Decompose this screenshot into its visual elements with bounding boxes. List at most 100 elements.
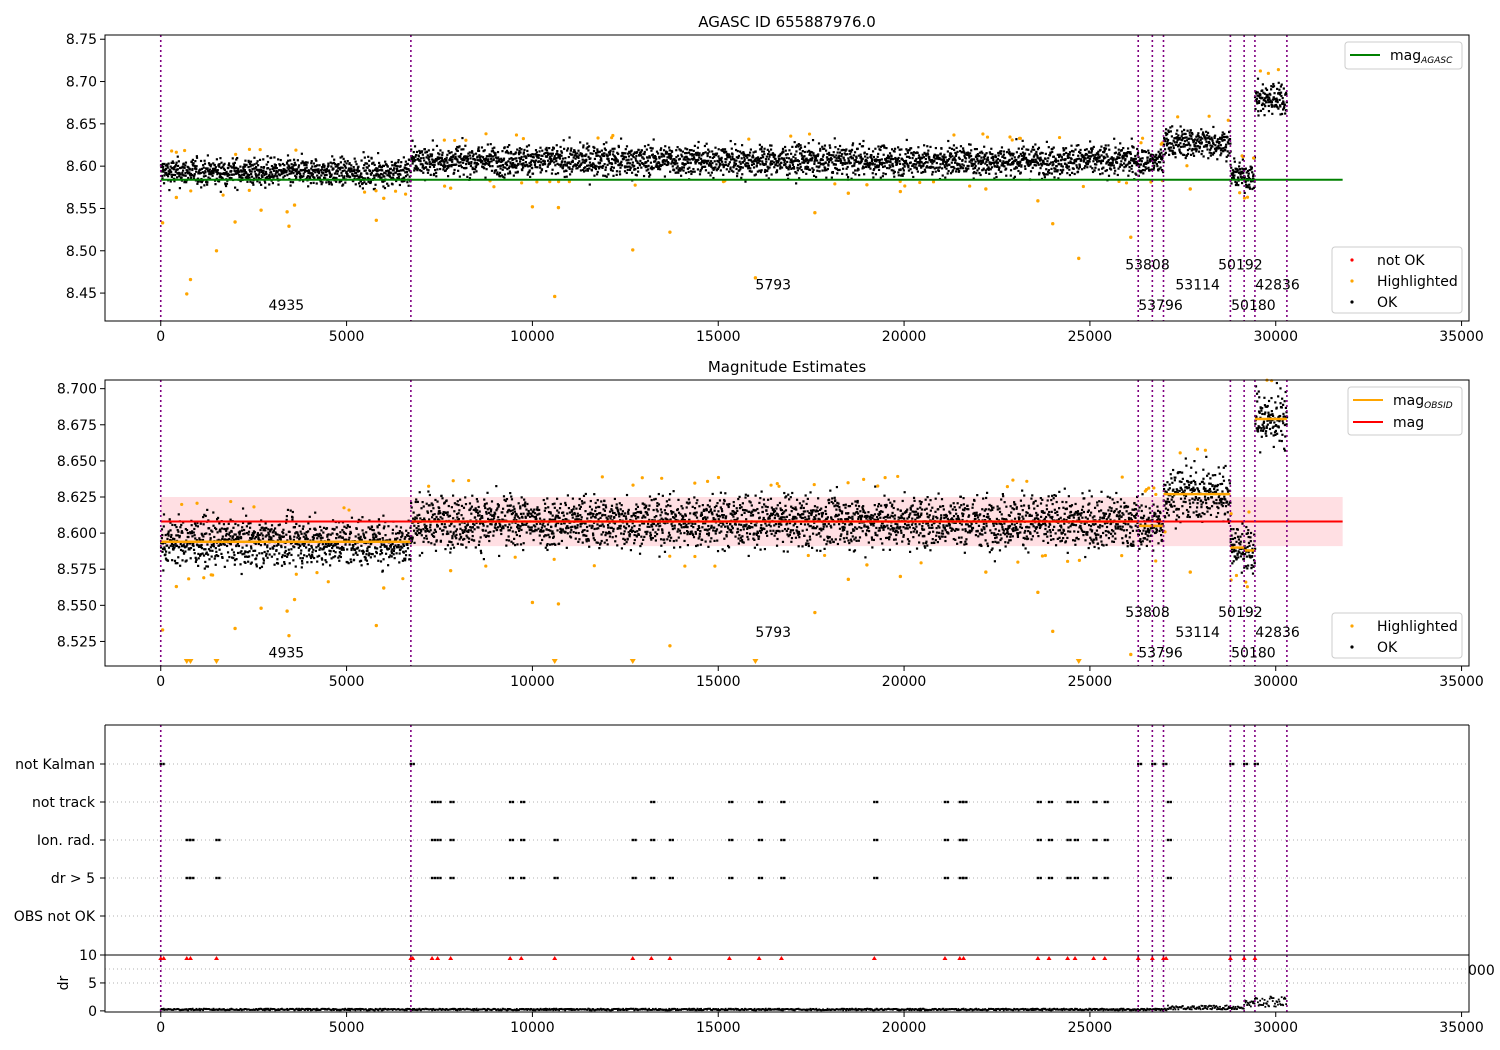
data-point: [197, 177, 200, 180]
data-point: [1198, 141, 1202, 145]
data-point: [1060, 171, 1064, 174]
data-point: [1039, 162, 1043, 165]
data-point: [234, 533, 237, 536]
data-point: [1193, 144, 1196, 148]
data-point: [1062, 168, 1065, 171]
data-point: [252, 549, 255, 553]
data-point: [1272, 82, 1275, 86]
data-point: [412, 151, 415, 154]
data-point: [845, 173, 848, 176]
data-point: [429, 173, 432, 176]
data-point: [863, 173, 866, 176]
data-point: [1226, 150, 1229, 153]
data-point: [817, 142, 821, 145]
data-point: [207, 548, 211, 551]
data-point: [532, 153, 535, 156]
data-point: [195, 156, 199, 159]
data-point: [1096, 157, 1099, 160]
data-point: [209, 546, 212, 549]
data-point: [598, 167, 601, 170]
data-point: [312, 169, 315, 173]
data-point: [254, 174, 258, 177]
data-point: [203, 162, 207, 165]
data-point: [718, 157, 721, 160]
data-point: [1035, 150, 1038, 154]
data-point: [985, 152, 988, 155]
data-point: [414, 153, 418, 157]
highlighted-point: [484, 132, 488, 136]
data-point: [1105, 169, 1108, 172]
data-point: [821, 158, 824, 162]
data-point: [275, 167, 278, 170]
data-point: [160, 174, 164, 178]
data-point: [216, 516, 220, 520]
data-point: [386, 165, 389, 168]
data-point: [290, 163, 293, 166]
data-point: [949, 156, 952, 159]
data-point: [403, 176, 406, 179]
data-point: [203, 532, 206, 536]
data-point: [1086, 160, 1089, 163]
data-point: [514, 152, 517, 155]
data-point: [1121, 155, 1124, 158]
data-point: [228, 173, 231, 176]
data-point: [886, 166, 889, 170]
data-point: [1052, 146, 1055, 149]
data-point: [1164, 128, 1168, 131]
data-point: [412, 157, 416, 160]
data-point: [820, 162, 824, 165]
data-point: [1084, 157, 1087, 160]
data-point: [180, 530, 184, 533]
data-point: [264, 554, 268, 557]
data-point: [816, 169, 819, 172]
data-point: [733, 158, 736, 161]
data-point: [705, 142, 708, 145]
data-point: [172, 173, 175, 177]
data-point: [229, 535, 232, 538]
data-point: [203, 567, 206, 570]
data-point: [881, 165, 885, 169]
data-point: [233, 533, 236, 536]
data-point: [836, 168, 840, 172]
data-point: [835, 154, 838, 157]
data-point: [953, 161, 957, 164]
data-point: [579, 163, 582, 166]
data-point: [272, 175, 275, 178]
data-point: [744, 180, 747, 183]
data-point: [1077, 167, 1080, 170]
data-point: [1031, 148, 1034, 151]
data-point: [1172, 146, 1175, 150]
data-point: [1128, 160, 1131, 163]
highlighted-point: [1258, 69, 1262, 73]
data-point: [543, 160, 546, 163]
data-point: [346, 173, 349, 176]
data-point: [1124, 158, 1127, 161]
data-point: [1017, 156, 1020, 159]
data-point: [617, 145, 620, 149]
data-point: [598, 161, 602, 165]
data-point: [1252, 175, 1255, 178]
data-point: [1229, 163, 1232, 166]
highlighted-outlier: [668, 230, 672, 234]
data-point: [888, 152, 892, 155]
data-point: [790, 167, 793, 170]
data-point: [467, 162, 471, 165]
data-point: [919, 158, 922, 161]
data-point: [638, 164, 642, 167]
data-point: [873, 167, 876, 171]
data-point: [1194, 138, 1197, 141]
data-point: [1236, 170, 1239, 173]
data-point: [377, 161, 381, 165]
data-point: [253, 537, 256, 540]
data-point: [300, 169, 303, 172]
data-point: [667, 152, 670, 156]
highlighted-point: [1057, 135, 1062, 140]
data-point: [952, 158, 955, 161]
data-point: [552, 147, 555, 150]
data-point: [694, 162, 697, 165]
data-point: [1032, 159, 1035, 162]
data-point: [378, 174, 381, 177]
data-point: [640, 154, 643, 157]
data-point: [969, 152, 972, 155]
data-point: [170, 542, 174, 546]
